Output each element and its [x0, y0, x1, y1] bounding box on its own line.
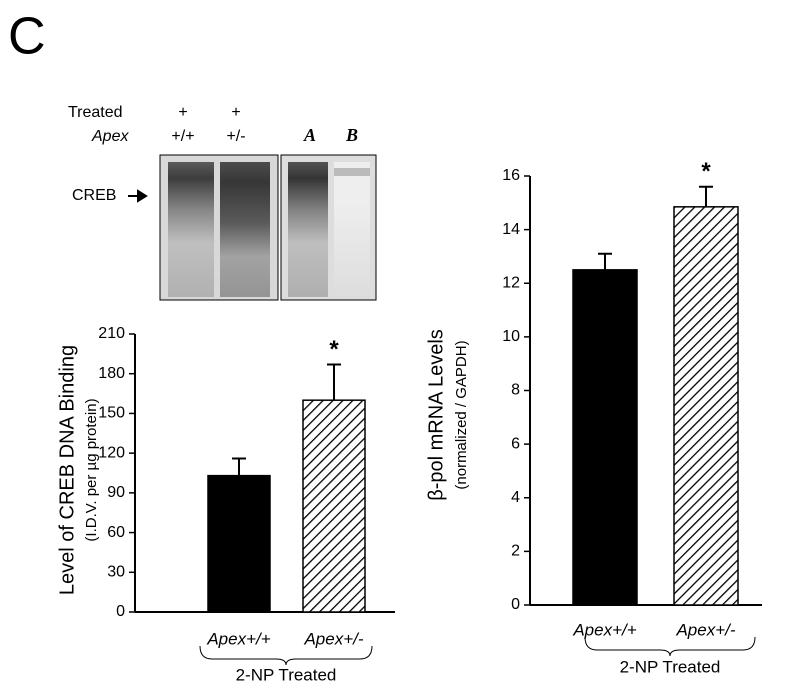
error-bar: [598, 252, 612, 270]
y-tick-label: 120: [98, 444, 125, 461]
y-tick-label: 0: [116, 603, 125, 620]
gel-treated: +: [231, 104, 240, 121]
group-label: 2-NP Treated: [236, 665, 337, 684]
error-bar: [327, 363, 341, 401]
y-tick-label: 90: [107, 484, 125, 501]
x-tick-label: Apex+/+: [206, 629, 270, 648]
gel-treated: +: [178, 104, 187, 121]
y-tick-label: 10: [502, 328, 520, 345]
band-arrow: [128, 189, 148, 203]
x-tick-label: Apex+/+: [572, 620, 636, 639]
gel-row-label: Apex: [91, 128, 129, 145]
x-tick-label: Apex+/-: [303, 629, 363, 648]
group-label: 2-NP Treated: [620, 657, 721, 676]
bar: [673, 206, 739, 606]
band-label: CREB: [72, 187, 116, 204]
gel-genotype: +/+: [171, 128, 194, 145]
y-tick-label: 60: [107, 524, 125, 541]
error-bar: [232, 457, 246, 476]
y-tick-label: 0: [511, 596, 520, 613]
y-axis-label: β-pol mRNA Levels: [425, 329, 447, 501]
y-axis-sublabel: (I.D.V. per µg protein): [83, 398, 100, 541]
y-tick-label: 16: [502, 167, 520, 184]
y-tick-label: 30: [107, 564, 125, 581]
gel-lane: A: [303, 125, 316, 145]
y-axis-sublabel: (normalized / GAPDH): [453, 340, 470, 489]
significance-mark: *: [701, 158, 711, 185]
gel-row-label: Treated: [68, 104, 123, 121]
y-tick-label: 210: [98, 325, 125, 342]
y-tick-label: 150: [98, 405, 125, 422]
y-tick-label: 4: [511, 489, 520, 506]
y-axis-label: Level of CREB DNA Binding: [56, 345, 78, 595]
x-tick-label: Apex+/-: [675, 620, 735, 639]
y-tick-label: 180: [98, 365, 125, 382]
panel-label: C: [8, 8, 46, 66]
bar: [207, 474, 271, 613]
gel-image: [159, 154, 377, 301]
group-brace: [584, 636, 756, 657]
y-tick-label: 6: [511, 435, 520, 452]
bar: [572, 269, 638, 606]
gel-genotype: +/-: [226, 128, 245, 145]
y-tick-label: 12: [502, 274, 520, 291]
y-tick-label: 14: [502, 221, 520, 238]
bar: [302, 399, 366, 613]
significance-mark: *: [329, 336, 339, 363]
gel-lane: B: [345, 125, 358, 145]
y-tick-label: 2: [511, 543, 520, 560]
group-brace: [199, 645, 373, 666]
error-bar: [699, 185, 713, 207]
y-tick-label: 8: [511, 382, 520, 399]
